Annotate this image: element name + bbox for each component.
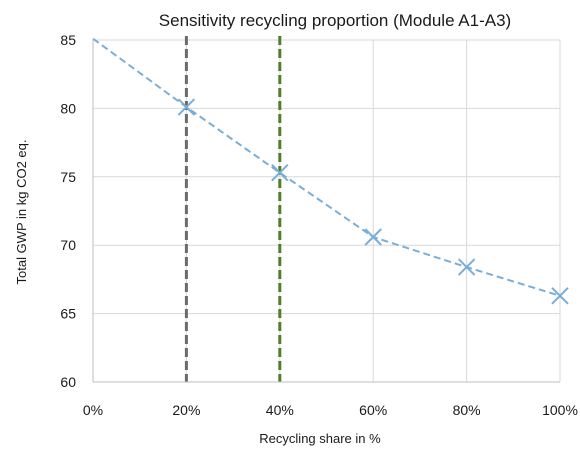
y-axis-label: Total GWP in kg CO2 eq. xyxy=(14,140,29,285)
x-tick-label-3: 60% xyxy=(359,402,387,418)
x-axis-label: Recycling share in % xyxy=(259,431,381,446)
reference-lines xyxy=(184,36,282,382)
chart-title: Sensitivity recycling proportion (Module… xyxy=(159,11,511,30)
x-tick-labels: 0% 20% 40% 60% 80% 100% xyxy=(83,402,578,418)
data-point-mark xyxy=(271,163,289,182)
data-point-mark xyxy=(457,258,476,276)
series-line-0 xyxy=(92,37,561,297)
y-tick-label-0: 60 xyxy=(60,374,76,390)
data-point-0-4 xyxy=(457,258,476,276)
series-group xyxy=(92,37,569,305)
y-tick-label-5: 85 xyxy=(60,32,76,48)
y-tick-label-2: 70 xyxy=(60,237,76,253)
x-tick-label-0: 0% xyxy=(83,402,103,418)
axes xyxy=(92,40,560,383)
gridlines xyxy=(92,39,561,383)
data-point-0-3 xyxy=(364,228,382,246)
y-tick-label-3: 75 xyxy=(60,169,76,185)
x-tick-label-4: 80% xyxy=(453,402,481,418)
x-tick-label-5: 100% xyxy=(542,402,578,418)
y-tick-labels: 60 65 70 75 80 85 xyxy=(60,32,76,390)
data-point-mark xyxy=(364,228,382,246)
data-point-0-1 xyxy=(177,98,196,116)
x-tick-label-1: 20% xyxy=(172,402,200,418)
y-tick-label-1: 65 xyxy=(60,306,76,322)
data-point-0-5 xyxy=(551,287,569,305)
data-point-mark xyxy=(177,98,196,116)
x-tick-label-2: 40% xyxy=(266,402,294,418)
data-point-mark xyxy=(551,287,569,305)
data-point-0-2 xyxy=(271,163,289,182)
y-tick-label-4: 80 xyxy=(60,100,76,116)
